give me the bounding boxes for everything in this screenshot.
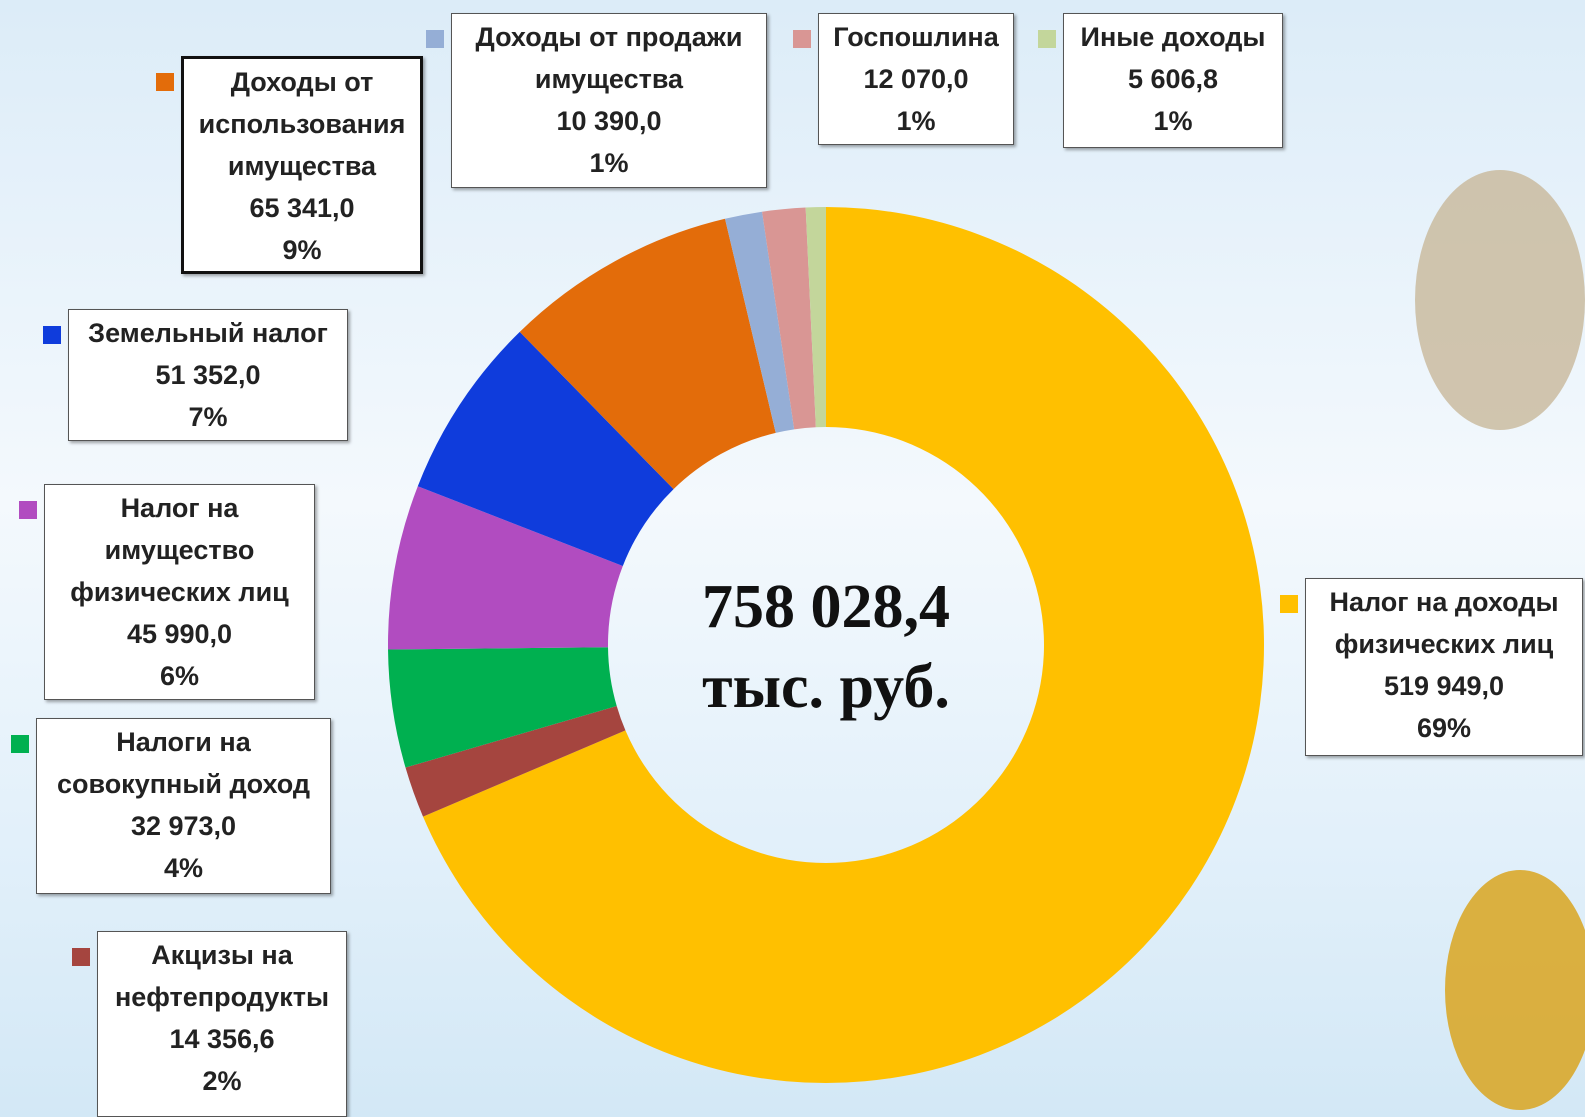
legend-swatch: [1038, 30, 1056, 48]
value-label: 51 352,0: [155, 360, 261, 390]
percent-label: 7%: [188, 402, 228, 432]
category-label: Налоги на совокупный доход: [56, 727, 311, 799]
data-label-box: Доходы от использования имущества 65 341,…: [181, 56, 423, 274]
data-label-box: Налог на доходы физических лиц 519 949,0 6…: [1305, 578, 1583, 756]
donut-segment: [805, 207, 826, 428]
donut-segment: [762, 207, 816, 430]
donut-segment: [388, 486, 623, 650]
data-label-box: Акцизы на нефтепродукты 14 356,6 2%: [97, 931, 347, 1117]
data-label-box: Иные доходы 5 606,8 1%: [1063, 13, 1283, 148]
percent-label: 6%: [159, 661, 200, 691]
donut-segment: [405, 706, 626, 817]
value-label: 65 341,0: [249, 193, 355, 223]
donut-segment: [725, 211, 795, 433]
legend-swatch: [156, 73, 174, 91]
value-label: 45 990,0: [126, 619, 233, 649]
percent-label: 1%: [896, 106, 936, 136]
category-label: Доходы от использования имущества: [198, 67, 406, 181]
data-label-box: Налоги на совокупный доход 32 973,0 4%: [36, 718, 331, 894]
legend-swatch: [426, 30, 444, 48]
value-label: 32 973,0: [130, 811, 237, 841]
percent-label: 1%: [589, 148, 629, 178]
donut-segment: [423, 207, 1264, 1084]
percent-label: 2%: [202, 1066, 242, 1096]
percent-label: 9%: [282, 235, 322, 265]
percent-label: 69%: [1416, 713, 1472, 743]
legend-swatch: [72, 948, 90, 966]
donut-segment: [519, 218, 776, 490]
legend-swatch: [1280, 595, 1298, 613]
value-label: 10 390,0: [556, 106, 662, 136]
legend-swatch: [19, 501, 37, 519]
legend-swatch: [793, 30, 811, 48]
category-label: Налог на имущество физических лиц: [70, 493, 289, 607]
category-label: Доходы от продажи имущества: [475, 22, 743, 94]
value-label: 519 949,0: [1383, 671, 1505, 701]
data-label-box: Земельный налог 51 352,0 7%: [68, 309, 348, 441]
percent-label: 1%: [1153, 106, 1193, 136]
value-label: 5 606,8: [1127, 64, 1219, 94]
value-label: 14 356,6: [169, 1024, 275, 1054]
center-unit: тыс. руб.: [702, 653, 950, 721]
percent-label: 4%: [163, 853, 204, 883]
donut-segment: [417, 331, 674, 566]
data-label-box: Госпошлина 12 070,0 1%: [818, 13, 1014, 145]
data-label-box: Доходы от продажи имущества 10 390,0 1%: [451, 13, 767, 188]
category-label: Земельный налог: [88, 318, 328, 348]
center-total: 758 028,4: [702, 573, 950, 641]
category-label: Акцизы на нефтепродукты: [114, 940, 330, 1012]
category-label: Иные доходы: [1080, 22, 1266, 52]
category-label: Госпошлина: [833, 22, 999, 52]
legend-swatch: [11, 735, 29, 753]
legend-swatch: [43, 326, 61, 344]
category-label: Налог на доходы физических лиц: [1329, 587, 1559, 659]
data-label-box: Налог на имущество физических лиц 45 990,…: [44, 484, 315, 700]
donut-segment: [388, 647, 617, 768]
decoration: [1415, 170, 1585, 1110]
value-label: 12 070,0: [863, 64, 969, 94]
